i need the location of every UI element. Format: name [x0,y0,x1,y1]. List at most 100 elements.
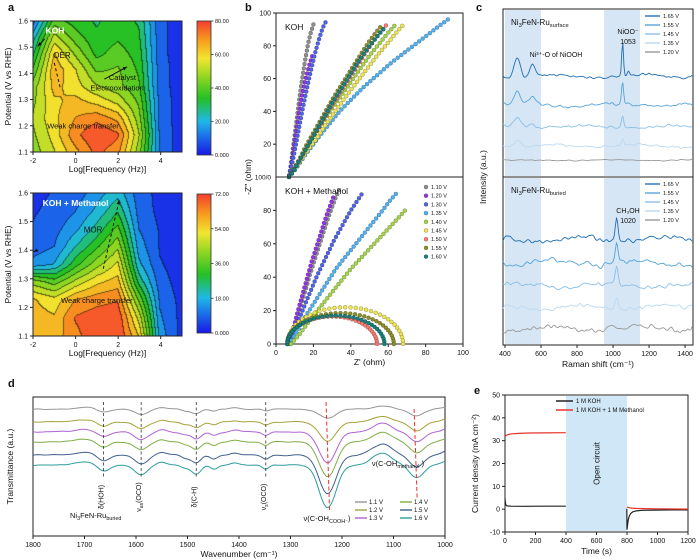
data-point [376,51,382,56]
colorbar-label: 0.000 [215,153,229,159]
data-point [377,312,383,317]
axes-box-c2 [502,176,694,346]
contour-annotation: Weak charge transfer [61,296,133,305]
data-point [290,160,295,165]
data-point [390,221,395,227]
data-point [308,263,313,269]
data-point [317,291,322,297]
data-point [317,233,323,239]
y-tick-label: 80 [263,43,271,50]
data-point [305,295,310,301]
data-point [397,26,402,32]
data-point [291,338,297,343]
colorbar-label: 18.00 [215,296,229,302]
data-point [358,65,363,71]
contour-annotation: KOH [45,26,64,36]
arrow-head [37,42,42,47]
data-point [368,78,373,84]
y-tick-label: 1.2 [18,123,28,130]
y-tick-label: 0 [496,507,500,514]
legend-marker [423,202,429,207]
data-point [312,250,317,256]
data-point [321,24,326,29]
data-point [303,57,308,62]
data-point [309,26,315,32]
y-tick-label: 1.4 [18,248,28,255]
data-point [304,89,309,94]
chrono-curve [626,506,689,510]
data-point [353,305,359,311]
data-point [382,341,387,347]
data-point [366,315,371,320]
data-point [327,203,333,209]
data-point [296,124,302,130]
data-point [296,159,301,165]
data-point [308,67,314,72]
raman-curve [502,323,693,334]
x-tick-label: 2 [116,158,120,165]
y-tick-label: 0 [267,342,271,349]
data-point [348,247,354,253]
data-point [383,23,389,28]
x-tick-label: -2 [30,342,36,349]
y-axis-title: Current density (mA cm⁻²) [470,414,480,513]
y-tick-label: 40 [263,275,271,282]
data-point [385,64,390,69]
data-point [339,278,344,283]
panel-letter-a: a [8,2,15,14]
x-tick-label: 800 [571,351,583,358]
legend-marker [423,228,429,233]
data-point [302,324,308,329]
highlight-band [504,10,541,176]
data-point [338,101,344,106]
y-tick-label: 50 [492,393,500,400]
data-point [402,208,408,213]
data-point [314,295,320,301]
data-point [306,76,312,81]
raman-curve [502,217,693,244]
contour-annotation: MOR [84,225,103,234]
mode-label: δ(HOH) [99,485,106,509]
data-point [341,97,346,102]
peak-dashed-line [325,401,331,513]
data-point [352,83,357,88]
data-point [351,244,356,249]
data-point [319,262,325,268]
x-tick-label: 1300 [283,542,299,549]
y-tick-label: 1.6 [18,19,28,26]
data-point [303,280,308,286]
data-point [361,51,366,57]
y-axis-title: Intensity (a.u.) [478,150,488,204]
data-point [399,211,405,217]
x-tick-label: 1600 [128,542,144,549]
data-point [413,41,418,47]
data-point [361,84,366,90]
data-point [358,88,363,93]
data-point [288,341,294,347]
x-tick-label: 1200 [641,351,657,358]
ftir-curve [32,422,446,464]
data-point [296,129,301,134]
legend-label: 1 M KOH + 1 M Methanol [576,408,644,414]
data-point [304,319,309,324]
data-point [332,97,337,102]
data-point [359,254,365,260]
data-point [391,33,396,39]
data-point [356,195,362,201]
data-point [289,171,294,176]
data-point [345,100,350,106]
legend-label: 1.4 V [414,500,428,506]
y-tick-label: 40 [263,109,271,116]
plot-title: KOH [285,22,303,32]
data-point [356,237,362,242]
data-point [341,274,347,280]
data-point [329,100,335,106]
data-point [310,303,315,308]
colorbar-label: 60.00 [215,53,229,59]
legend-label: 1.60 V [431,255,447,261]
data-point [362,314,367,319]
data-point [383,325,389,330]
data-point [345,251,351,256]
data-point [388,61,393,66]
data-point [310,255,316,260]
